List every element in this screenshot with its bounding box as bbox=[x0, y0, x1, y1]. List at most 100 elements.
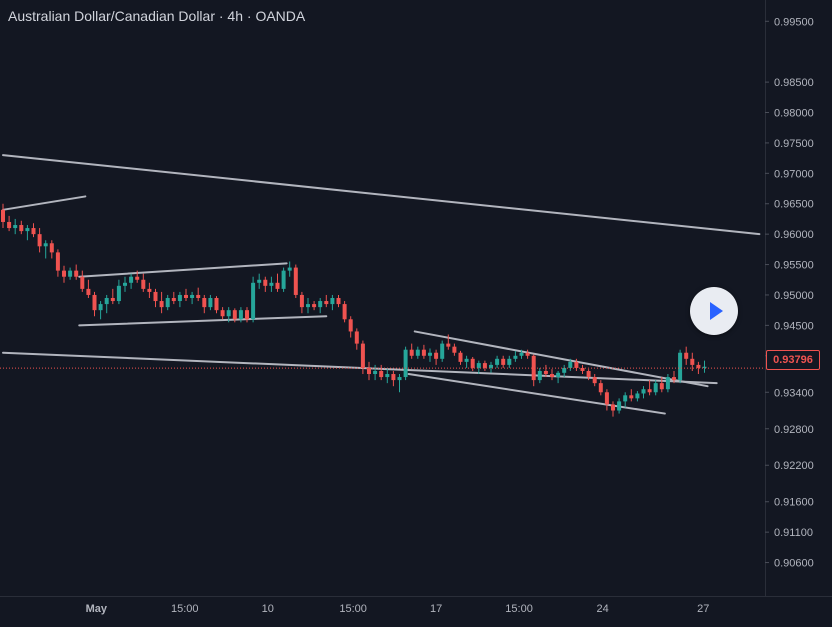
candle-body bbox=[452, 346, 457, 353]
candle-body bbox=[62, 270, 66, 277]
candle-body bbox=[476, 363, 481, 368]
candle bbox=[434, 349, 439, 365]
candle-body bbox=[495, 358, 500, 365]
play-button[interactable] bbox=[690, 287, 738, 335]
candle bbox=[489, 361, 493, 373]
candle-body bbox=[281, 270, 286, 289]
candle bbox=[135, 270, 140, 283]
time-tick-label: 10 bbox=[262, 603, 274, 615]
candle-body bbox=[617, 401, 622, 411]
trendline-lower-channel[interactable] bbox=[2, 351, 718, 385]
candle-body bbox=[348, 319, 353, 332]
candle-body bbox=[482, 363, 487, 368]
candle-body bbox=[391, 374, 396, 381]
candle-body bbox=[635, 393, 640, 399]
candle bbox=[379, 364, 384, 381]
trendline-wedge-bottom[interactable] bbox=[407, 373, 666, 415]
trendline-flag-top[interactable] bbox=[78, 262, 288, 278]
candle-body bbox=[458, 352, 463, 362]
candle bbox=[482, 360, 487, 371]
candle bbox=[464, 355, 469, 368]
time-tick-label: 15:00 bbox=[171, 603, 199, 615]
candle-body bbox=[312, 304, 317, 308]
candle bbox=[641, 386, 646, 399]
candle-body bbox=[214, 298, 219, 311]
candle-body bbox=[531, 355, 536, 381]
candle-body bbox=[360, 343, 365, 368]
candle-body bbox=[184, 294, 188, 298]
candle bbox=[208, 294, 213, 311]
candle bbox=[409, 343, 414, 359]
candle bbox=[214, 296, 219, 314]
candle bbox=[141, 273, 146, 292]
candle-body bbox=[678, 352, 683, 381]
candle bbox=[635, 391, 640, 402]
time-tick-label: 15:00 bbox=[339, 603, 367, 615]
candle bbox=[428, 348, 432, 362]
candle-body bbox=[446, 343, 451, 347]
candle bbox=[226, 307, 231, 323]
candle bbox=[458, 350, 463, 365]
price-tick-label: 0.95500 bbox=[774, 260, 814, 272]
candle bbox=[312, 301, 317, 311]
candles bbox=[1, 203, 707, 417]
candle bbox=[129, 273, 134, 289]
candle-body bbox=[129, 276, 134, 283]
candle bbox=[403, 346, 408, 381]
trendline-short-upper-left[interactable] bbox=[2, 195, 87, 211]
candle-body bbox=[299, 294, 304, 308]
candle bbox=[415, 346, 420, 359]
candle-body bbox=[306, 304, 310, 308]
candle bbox=[110, 288, 115, 305]
candle-body bbox=[153, 291, 158, 302]
time-tick-label: 27 bbox=[697, 603, 709, 615]
candle-body bbox=[501, 358, 506, 365]
candle-body bbox=[562, 367, 567, 373]
candle-body bbox=[592, 377, 597, 384]
candle bbox=[251, 276, 256, 323]
price-tick-label: 0.96500 bbox=[774, 199, 814, 211]
candle-body bbox=[342, 304, 347, 320]
candle-body bbox=[525, 352, 530, 356]
candle bbox=[49, 240, 54, 259]
trendline-wedge-top[interactable] bbox=[413, 330, 709, 388]
candle bbox=[342, 301, 347, 323]
candle-body bbox=[403, 349, 408, 378]
candle bbox=[299, 291, 304, 314]
candle-body bbox=[702, 366, 707, 368]
candle-body bbox=[397, 377, 402, 381]
trendline-upper-channel[interactable] bbox=[2, 154, 761, 236]
candle-body bbox=[220, 310, 225, 317]
candle-body bbox=[653, 383, 658, 393]
candle-body bbox=[586, 370, 591, 378]
candle-body bbox=[13, 225, 18, 229]
candle bbox=[98, 301, 103, 320]
candle bbox=[495, 355, 500, 368]
candle-body bbox=[537, 370, 542, 381]
candle bbox=[513, 350, 518, 362]
price-tick-label: 0.94500 bbox=[774, 320, 814, 332]
candle-body bbox=[74, 270, 79, 277]
candle bbox=[421, 344, 426, 359]
candle bbox=[68, 267, 73, 280]
candle bbox=[653, 380, 658, 396]
candle-body bbox=[641, 389, 646, 394]
candle-body bbox=[135, 276, 140, 280]
candle-body bbox=[421, 349, 426, 356]
trendlines bbox=[2, 154, 761, 415]
candle bbox=[665, 374, 670, 393]
candle bbox=[37, 228, 42, 253]
candle bbox=[385, 367, 390, 384]
candle bbox=[580, 364, 585, 375]
price-tick-label: 0.91600 bbox=[774, 497, 814, 509]
candle-body bbox=[623, 395, 628, 402]
candle bbox=[592, 374, 597, 387]
time-axis[interactable]: May 15:00 10 15:00 17 15:00 24 27 bbox=[86, 603, 710, 615]
candle bbox=[104, 294, 109, 314]
price-axis[interactable]: 0.99500 0.98500 0.98000 0.97500 0.97000 0.965… bbox=[765, 16, 814, 570]
candle bbox=[257, 273, 262, 289]
candle bbox=[574, 358, 579, 371]
trendline-flag-bottom[interactable] bbox=[78, 315, 328, 327]
